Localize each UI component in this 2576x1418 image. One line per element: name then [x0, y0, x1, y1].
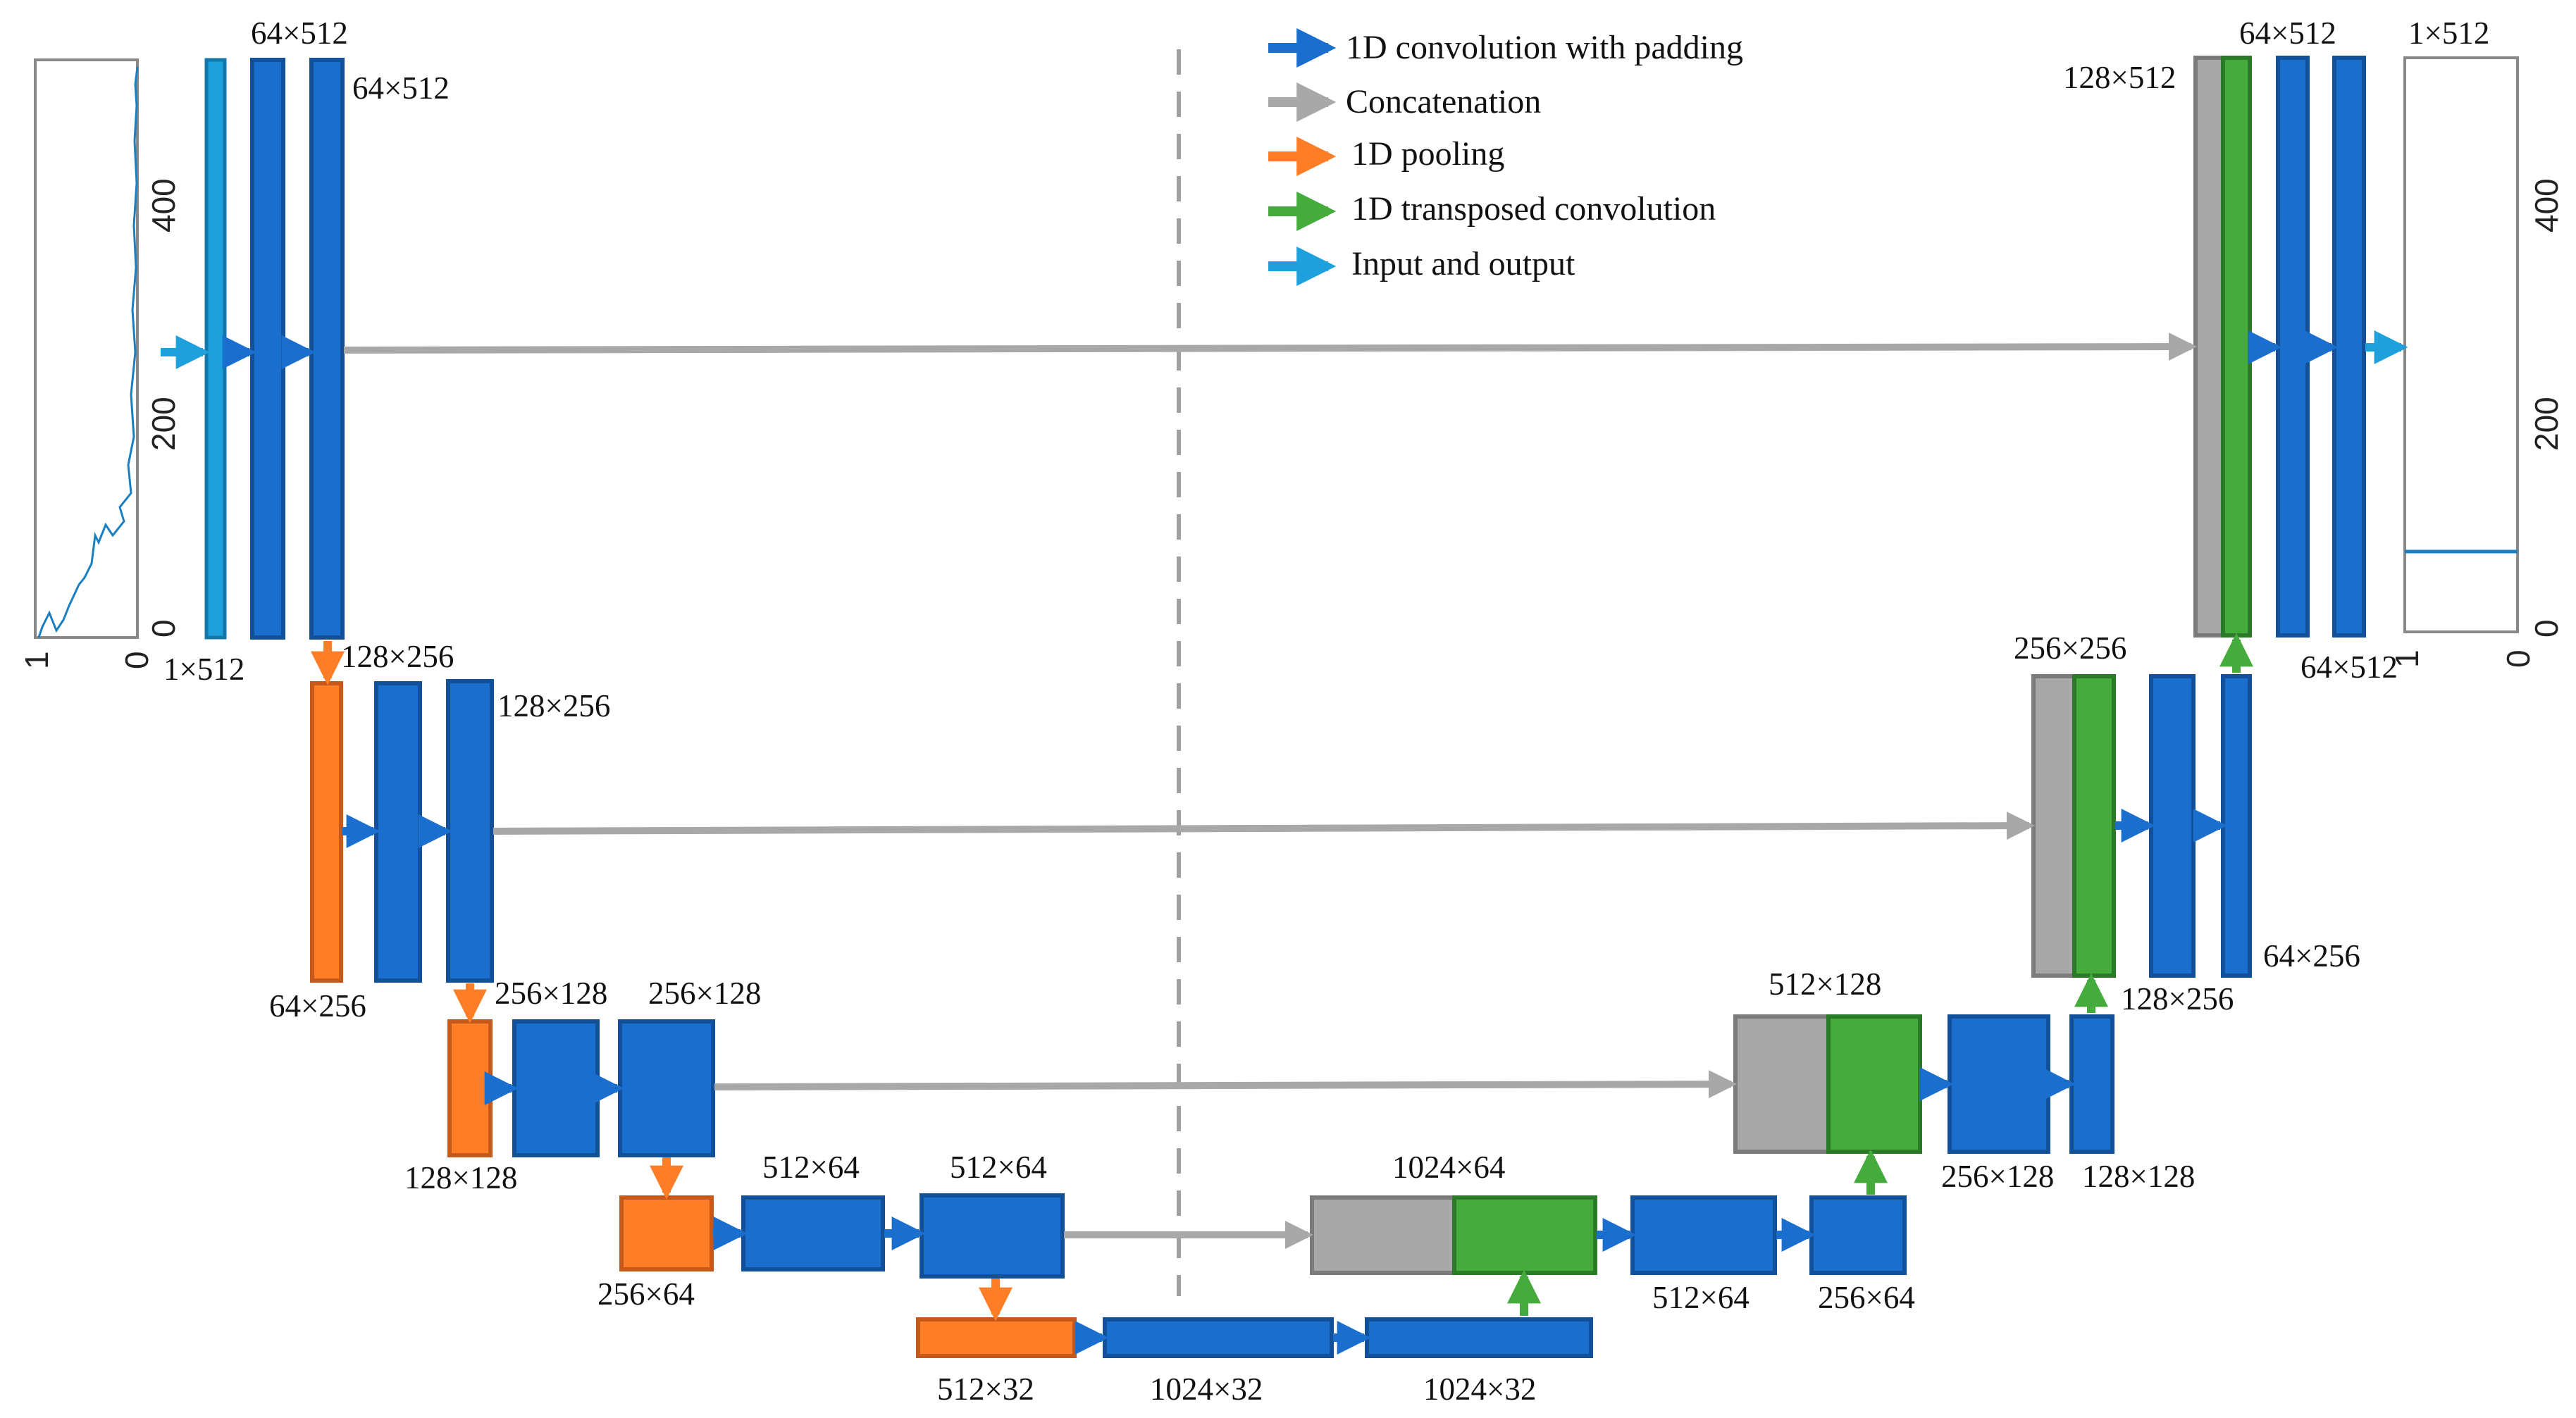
pool4-block: [916, 1317, 1077, 1358]
enc1-conv-b: [309, 58, 345, 640]
input-signal-plot: 0 200 400 1 0: [18, 58, 182, 669]
pool3-block: [619, 1195, 714, 1271]
label-dec3-128x128: 128×128: [2082, 1159, 2195, 1194]
legend-io-label: Input and output: [1351, 245, 1575, 282]
input-ytick-200: 200: [145, 397, 182, 451]
output-xtick-1: 1: [2389, 649, 2425, 668]
label-pool3-256x64: 256×64: [597, 1276, 695, 1312]
dec2-tconv-block: [2072, 674, 2116, 978]
enc4-conv-a: [741, 1195, 885, 1271]
label-enc2-128x256-a: 128×256: [341, 639, 454, 674]
legend-conv-label: 1D convolution with padding: [1346, 29, 1743, 66]
dec4-conv-a: [1630, 1195, 1777, 1275]
output-ytick-200: 200: [2528, 397, 2565, 451]
dec2-conv-a: [2149, 674, 2196, 978]
legend-concat-label: Concatenation: [1346, 83, 1541, 120]
bottleneck-conv-a: [1103, 1317, 1334, 1358]
dec1-tconv-block: [2221, 56, 2252, 638]
label-dec4-1024x64: 1024×64: [1392, 1150, 1505, 1185]
label-dec1-64x512-a: 64×512: [2239, 15, 2336, 51]
label-dec3-512x128: 512×128: [1769, 966, 1881, 1002]
label-enc1-64x512-b: 64×512: [352, 70, 450, 106]
input-ytick-0: 0: [145, 619, 182, 638]
label-bott-1024x32-a: 1024×32: [1150, 1372, 1263, 1407]
output-ytick-0: 0: [2528, 619, 2565, 638]
pool2-block: [447, 1019, 493, 1157]
label-out-1x512: 1×512: [2408, 15, 2489, 51]
label-in-1x512: 1×512: [163, 652, 244, 687]
legend-tconv-label: 1D transposed convolution: [1351, 190, 1716, 228]
dec4-tconv-block: [1452, 1195, 1597, 1275]
legend-pool-label: 1D pooling: [1351, 135, 1504, 173]
input-signal-trace: [37, 66, 139, 638]
enc3-conv-a: [512, 1019, 600, 1157]
label-enc4-512x64-b: 512×64: [950, 1150, 1047, 1185]
dec1-conv-b: [2332, 56, 2366, 638]
label-enc3-256x128-b: 256×128: [648, 976, 761, 1011]
input-xtick-0: 0: [118, 651, 155, 669]
dec3-conv-a: [1948, 1014, 2050, 1154]
dec2-conv-b: [2221, 674, 2252, 978]
pool1-block: [310, 681, 343, 983]
label-dec4-256x64: 256×64: [1818, 1280, 1915, 1315]
label-pool1-64x256: 64×256: [269, 988, 366, 1024]
enc1-conv-a: [250, 58, 285, 640]
legend: 1D convolution with padding Concatenatio…: [1268, 28, 1743, 286]
output-signal-plot: 0 200 400 1 0: [2389, 56, 2565, 668]
label-enc3-256x128-a: 256×128: [495, 976, 607, 1011]
arrow-skip-level3: [714, 1070, 1737, 1099]
output-xtick-0: 0: [2500, 649, 2537, 668]
label-dec2-64x256: 64×256: [2263, 938, 2360, 974]
arrow-skip-level1: [343, 332, 2197, 361]
enc2-conv-a: [374, 681, 422, 983]
enc3-conv-b: [618, 1019, 715, 1157]
label-dec1-64x512-b: 64×512: [2301, 649, 2398, 685]
output-ytick-400: 400: [2528, 178, 2565, 232]
dec1-conv-a: [2276, 56, 2310, 638]
dec4-concat-block: [1310, 1195, 1456, 1275]
input-xtick-1: 1: [18, 651, 55, 669]
dec1-concat-block: [2193, 56, 2225, 638]
bottleneck-conv-b: [1365, 1317, 1593, 1358]
label-enc1-64x512-a: 64×512: [251, 15, 348, 51]
enc2-conv-b: [446, 679, 494, 983]
label-pool2-128x128: 128×128: [404, 1160, 517, 1195]
label-enc4-512x64-a: 512×64: [762, 1150, 860, 1185]
dec3-concat-block: [1733, 1014, 1831, 1154]
label-dec2-256x256: 256×256: [2014, 630, 2126, 666]
label-dec1-128x512: 128×512: [2063, 60, 2176, 95]
dec3-tconv-block: [1826, 1014, 1922, 1154]
dec4-conv-b: [1809, 1195, 1907, 1275]
dec3-conv-b: [2069, 1014, 2114, 1154]
label-dec3-256x128: 256×128: [1941, 1159, 2054, 1194]
arrow-skip-level2: [493, 811, 2035, 840]
label-enc2-128x256-b: 128×256: [497, 688, 610, 723]
label-pool4-512x32: 512×32: [937, 1372, 1034, 1407]
label-dec4-512x64: 512×64: [1652, 1280, 1750, 1315]
dec2-concat-block: [2031, 674, 2076, 978]
enc4-conv-b: [919, 1193, 1065, 1279]
input-ytick-400: 400: [145, 178, 182, 232]
input-block: [204, 58, 227, 640]
label-dec2-128x256: 128×256: [2121, 981, 2234, 1016]
label-bott-1024x32-b: 1024×32: [1423, 1372, 1536, 1407]
